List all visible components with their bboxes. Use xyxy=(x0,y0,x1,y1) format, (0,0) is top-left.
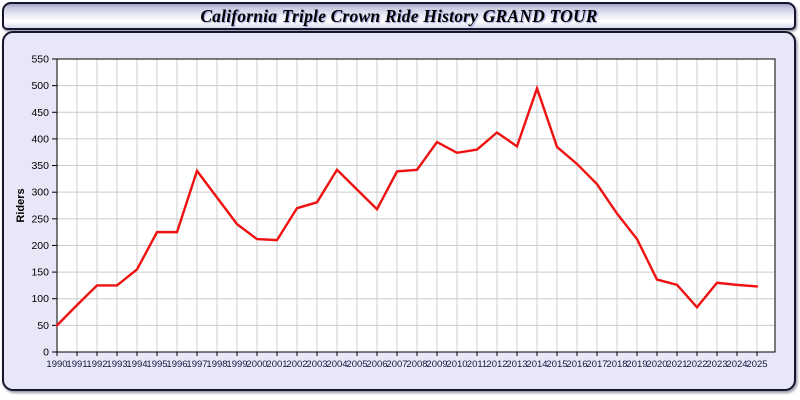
x-tick-label: 2022 xyxy=(686,359,707,370)
x-tick-label: 2000 xyxy=(246,359,267,370)
x-tick-label: 2020 xyxy=(646,359,667,370)
y-tick-label: 550 xyxy=(31,54,49,66)
x-tick-label: 2015 xyxy=(546,359,567,370)
x-tick-label: 2012 xyxy=(486,359,507,370)
x-tick-label: 2007 xyxy=(386,359,407,370)
y-tick-label: 400 xyxy=(31,133,49,145)
x-tick-label: 2023 xyxy=(706,359,727,370)
x-tick-label: 2021 xyxy=(666,359,687,370)
y-tick-label: 450 xyxy=(31,107,49,119)
x-tick-label: 1999 xyxy=(226,359,247,370)
y-tick-label: 500 xyxy=(31,80,49,92)
title-bar: California Triple Crown Ride History GRA… xyxy=(2,2,796,30)
x-tick-label: 2016 xyxy=(566,359,587,370)
x-tick-label: 2002 xyxy=(286,359,307,370)
x-tick-label: 2006 xyxy=(366,359,387,370)
y-tick-label: 250 xyxy=(31,213,49,225)
x-tick-label: 1990 xyxy=(46,359,67,370)
plot-area xyxy=(57,59,775,352)
x-tick-label: 2003 xyxy=(306,359,327,370)
x-tick-label: 2001 xyxy=(266,359,287,370)
x-tick-label: 1992 xyxy=(86,359,107,370)
x-tick-label: 2024 xyxy=(726,359,747,370)
x-tick-label: 2010 xyxy=(446,359,467,370)
x-tick-label: 2004 xyxy=(326,359,347,370)
plot-border xyxy=(56,58,776,353)
x-tick-label: 1993 xyxy=(106,359,127,370)
x-tick-label: 1995 xyxy=(146,359,167,370)
x-tick-label: 2017 xyxy=(586,359,607,370)
x-tick-label: 2018 xyxy=(606,359,627,370)
x-tick-label: 2014 xyxy=(526,359,547,370)
x-tick-label: 2009 xyxy=(426,359,447,370)
x-tick-label: 2025 xyxy=(746,359,767,370)
x-tick-label: 2005 xyxy=(346,359,367,370)
y-tick-label: 350 xyxy=(31,160,49,172)
ride-history-line-chart: 0501001502002503003504004505005501990199… xyxy=(15,54,776,370)
x-tick-label: 1991 xyxy=(66,359,87,370)
x-tick-label: 2019 xyxy=(626,359,647,370)
chart-panel: 0 50 100 150 200 250 300 350 400 450 500 550 1990 199… xyxy=(2,31,796,391)
x-tick-label: 2011 xyxy=(467,359,487,370)
x-tick-label: 1996 xyxy=(166,359,187,370)
y-tick-label: 300 xyxy=(31,187,49,199)
x-tick-label: 1997 xyxy=(186,359,207,370)
y-tick-label: 50 xyxy=(37,320,49,332)
x-tick-label: 1994 xyxy=(126,359,147,370)
x-tick-label: 2013 xyxy=(506,359,527,370)
y-tick-label: 100 xyxy=(31,293,49,305)
y-tick-label: 150 xyxy=(31,267,49,279)
x-tick-label: 1998 xyxy=(206,359,227,370)
y-tick-label: 0 xyxy=(43,347,49,359)
chart-title: California Triple Crown Ride History GRA… xyxy=(200,5,598,26)
x-tick-label: 2008 xyxy=(406,359,427,370)
riders-series-line xyxy=(55,84,759,327)
y-axis-title: Riders xyxy=(15,188,27,222)
y-tick-label: 200 xyxy=(31,240,49,252)
